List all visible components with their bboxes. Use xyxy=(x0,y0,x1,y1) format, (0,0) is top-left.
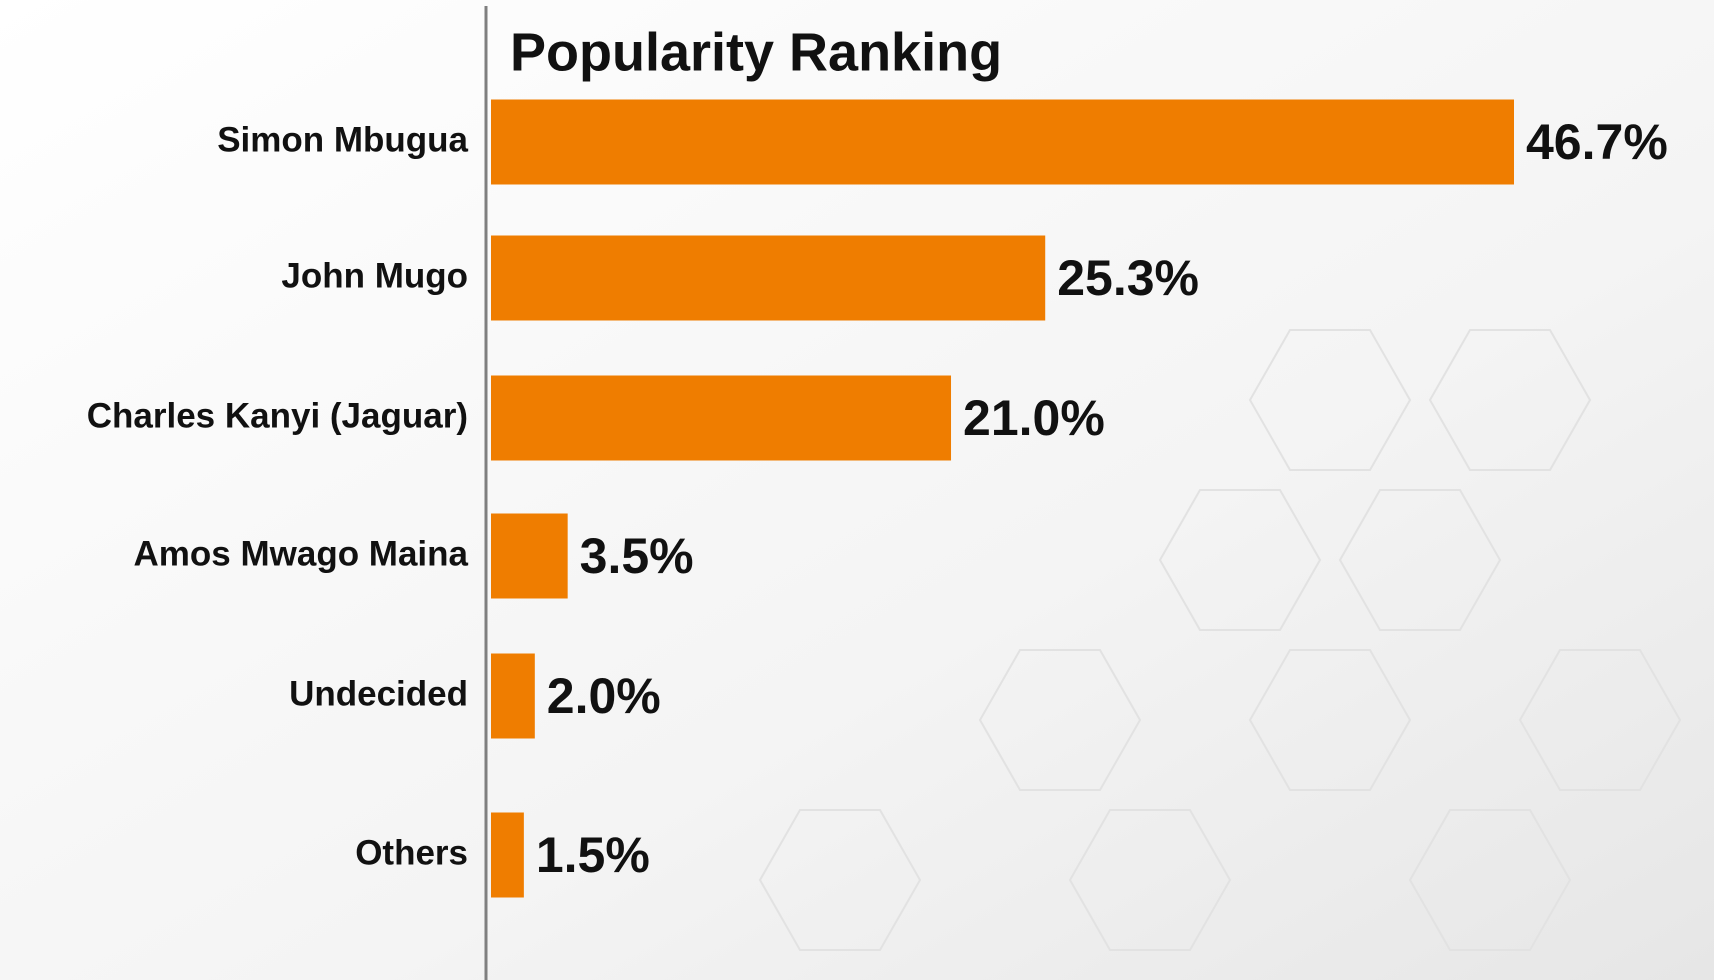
bar xyxy=(491,235,1046,321)
hex-pattern xyxy=(758,329,1682,951)
value-label: 2.0% xyxy=(547,668,661,724)
category-label: Amos Mwago Maina xyxy=(134,534,469,573)
bar xyxy=(491,375,952,461)
category-label: Others xyxy=(355,833,468,872)
bar xyxy=(491,99,1514,185)
category-label: Charles Kanyi (Jaguar) xyxy=(87,396,468,435)
bar xyxy=(491,653,535,739)
value-label: 3.5% xyxy=(580,528,694,584)
category-label: John Mugo xyxy=(281,256,468,295)
bar xyxy=(491,513,568,599)
category-label: Undecided xyxy=(289,674,468,713)
value-label: 25.3% xyxy=(1057,250,1199,306)
value-label: 21.0% xyxy=(963,390,1105,446)
chart-title: Popularity Ranking xyxy=(510,22,1002,82)
bar xyxy=(491,812,524,898)
category-label: Simon Mbugua xyxy=(217,120,468,159)
value-label: 1.5% xyxy=(536,827,650,883)
value-label: 46.7% xyxy=(1526,114,1668,170)
